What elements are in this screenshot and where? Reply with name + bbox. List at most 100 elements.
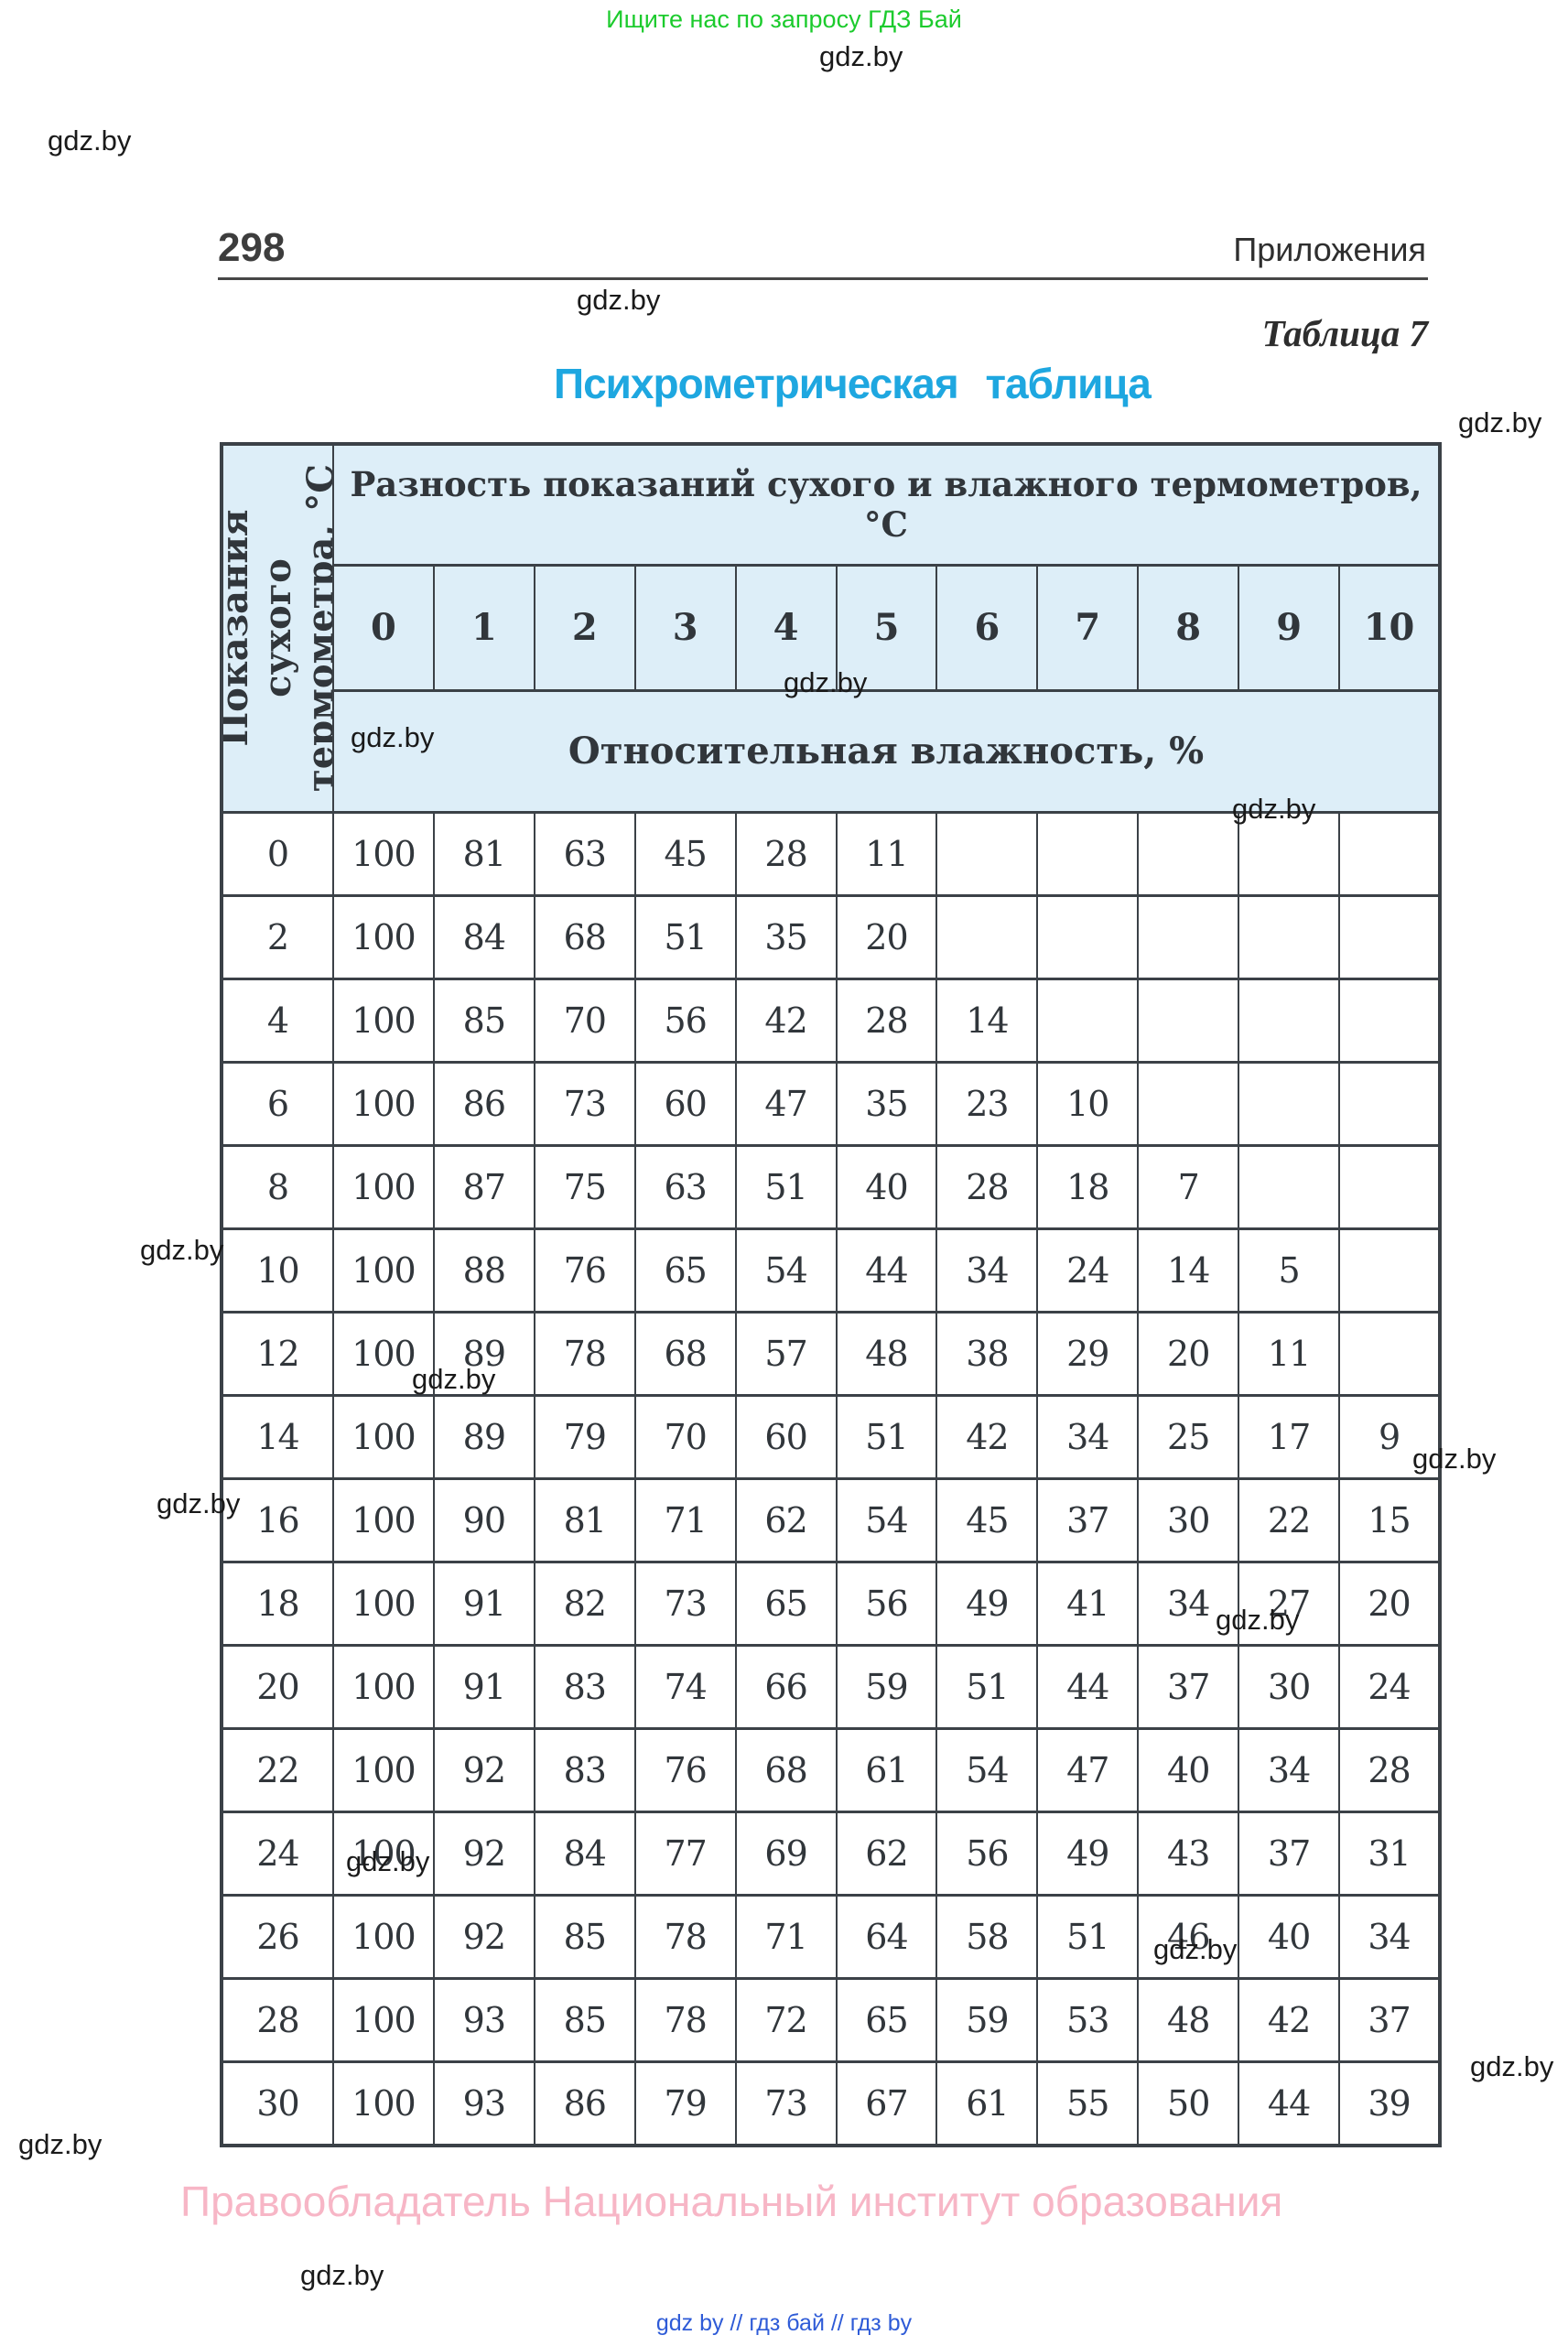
humidity-cell: 55 (1036, 2060, 1140, 2146)
promo-text: Ищите нас по запросу ГДЗ Бай (606, 5, 962, 33)
copyright-text: Правообладатель Национальный институт об… (180, 2178, 1283, 2225)
diff-value-cell: 9 (1238, 563, 1341, 692)
humidity-cell: 56 (835, 1560, 938, 1647)
humidity-cell: 68 (734, 1726, 838, 1813)
humidity-cell: 82 (533, 1560, 636, 1647)
humidity-cell: 34 (1036, 1393, 1140, 1480)
table-title: Психрометрическая таблица (554, 360, 1152, 407)
humidity-cell: 100 (332, 810, 435, 897)
humidity-cell: 78 (633, 1893, 737, 1980)
humidity-cell (1036, 977, 1140, 1064)
humidity-cell: 100 (332, 1393, 435, 1480)
table-row: 10 100 88 76 65 54 44 34 24 14 5 (221, 1227, 1441, 1314)
humidity-cell: 73 (734, 2060, 838, 2146)
section-title: Приложения (1233, 231, 1426, 268)
table-row: 28 100 93 85 78 72 65 59 53 48 42 37 (221, 1976, 1441, 2063)
dry-thermometer-label: Показания сухого термометра, °С (222, 464, 333, 793)
humidity-cell: 56 (935, 1810, 1039, 1897)
diff-value-cell: 1 (432, 563, 535, 692)
temperature-cell: 30 (221, 2060, 334, 2146)
humidity-cell: 51 (734, 1143, 838, 1230)
temperature-cell: 4 (221, 977, 334, 1064)
humidity-cell: 35 (734, 893, 838, 980)
humidity-cell: 28 (1338, 1726, 1441, 1813)
humidity-cell: 18 (1036, 1143, 1140, 1230)
humidity-cell (1137, 810, 1240, 897)
diff-value-cell: 10 (1338, 563, 1441, 692)
humidity-cell: 48 (1137, 1976, 1240, 2063)
humidity-cell: 62 (734, 1476, 838, 1563)
row-group-header: Показания сухого термометра, °С (221, 442, 334, 814)
humidity-cell: 45 (935, 1476, 1039, 1563)
humidity-cell: 60 (734, 1393, 838, 1480)
humidity-cell: 37 (1137, 1643, 1240, 1730)
humidity-cell: 40 (1238, 1893, 1341, 1980)
humidity-cell (1238, 810, 1341, 897)
gdz-watermark: gdz.by (300, 2259, 384, 2291)
humidity-cell: 59 (835, 1643, 938, 1730)
humidity-cell: 100 (332, 1560, 435, 1647)
humidity-cell: 66 (734, 1643, 838, 1730)
humidity-cell: 100 (332, 1227, 435, 1314)
humidity-cell (935, 810, 1039, 897)
gdz-watermark: gdz.by (577, 284, 661, 316)
humidity-cell: 100 (332, 1893, 435, 1980)
footer-links: gdz by // гдз бай // гдз by (655, 2310, 913, 2336)
humidity-cell: 20 (1137, 1310, 1240, 1397)
psychrometric-table: Показания сухого термометра, °С Разность… (220, 442, 1442, 2147)
table-row: 14 100 89 79 70 60 51 42 34 25 17 9 (221, 1393, 1441, 1480)
humidity-cell: 100 (332, 893, 435, 980)
humidity-cell: 76 (533, 1227, 636, 1314)
page-number: 298 (218, 225, 286, 270)
table-caption: Таблица 7 (1261, 312, 1428, 354)
humidity-cell: 34 (1238, 1726, 1341, 1813)
humidity-cell: 100 (332, 1060, 435, 1147)
humidity-cell: 89 (432, 1310, 535, 1397)
humidity-cell: 71 (633, 1476, 737, 1563)
humidity-cell: 47 (734, 1060, 838, 1147)
humidity-cell: 89 (432, 1393, 535, 1480)
humidity-cell: 42 (935, 1393, 1039, 1480)
humidity-cell: 30 (1238, 1643, 1341, 1730)
humidity-cell (1238, 1060, 1341, 1147)
humidity-cell: 61 (835, 1726, 938, 1813)
humidity-cell (1036, 810, 1140, 897)
humidity-cell: 23 (935, 1060, 1039, 1147)
humidity-cell: 11 (835, 810, 938, 897)
temperature-cell: 26 (221, 1893, 334, 1980)
humidity-cell: 35 (835, 1060, 938, 1147)
gdz-watermark: gdz.by (819, 40, 903, 72)
temperature-cell: 20 (221, 1643, 334, 1730)
diff-value-cell: 2 (533, 563, 636, 692)
temperature-cell: 28 (221, 1976, 334, 2063)
humidity-cell: 46 (1137, 1893, 1240, 1980)
table-row: 26 100 92 85 78 71 64 58 51 46 40 34 (221, 1893, 1441, 1980)
humidity-cell: 40 (1137, 1726, 1240, 1813)
temperature-cell: 14 (221, 1393, 334, 1480)
humidity-cell: 54 (835, 1476, 938, 1563)
humidity-cell (1338, 977, 1441, 1064)
humidity-cell: 41 (1036, 1560, 1140, 1647)
humidity-cell: 25 (1137, 1393, 1240, 1480)
temperature-cell: 2 (221, 893, 334, 980)
humidity-cell: 60 (633, 1060, 737, 1147)
humidity-cell: 68 (633, 1310, 737, 1397)
gdz-watermark: gdz.by (1412, 1443, 1497, 1475)
humidity-cell: 79 (633, 2060, 737, 2146)
humidity-cell: 78 (533, 1310, 636, 1397)
humidity-cell: 63 (533, 810, 636, 897)
humidity-cell: 85 (533, 1976, 636, 2063)
table-row: 0 100 81 63 45 28 11 (221, 810, 1441, 897)
diff-value-cell: 5 (835, 563, 938, 692)
humidity-cell: 91 (432, 1643, 535, 1730)
gdz-watermark: gdz.by (1153, 1933, 1238, 1965)
humidity-cell: 37 (1036, 1476, 1140, 1563)
gdz-watermark: gdz.by (157, 1487, 241, 1519)
humidity-cell: 7 (1137, 1143, 1240, 1230)
humidity-cell: 38 (935, 1310, 1039, 1397)
humidity-cell: 86 (432, 1060, 535, 1147)
humidity-cell: 92 (432, 1726, 535, 1813)
diff-value-cell: 7 (1036, 563, 1140, 692)
humidity-cell: 65 (734, 1560, 838, 1647)
